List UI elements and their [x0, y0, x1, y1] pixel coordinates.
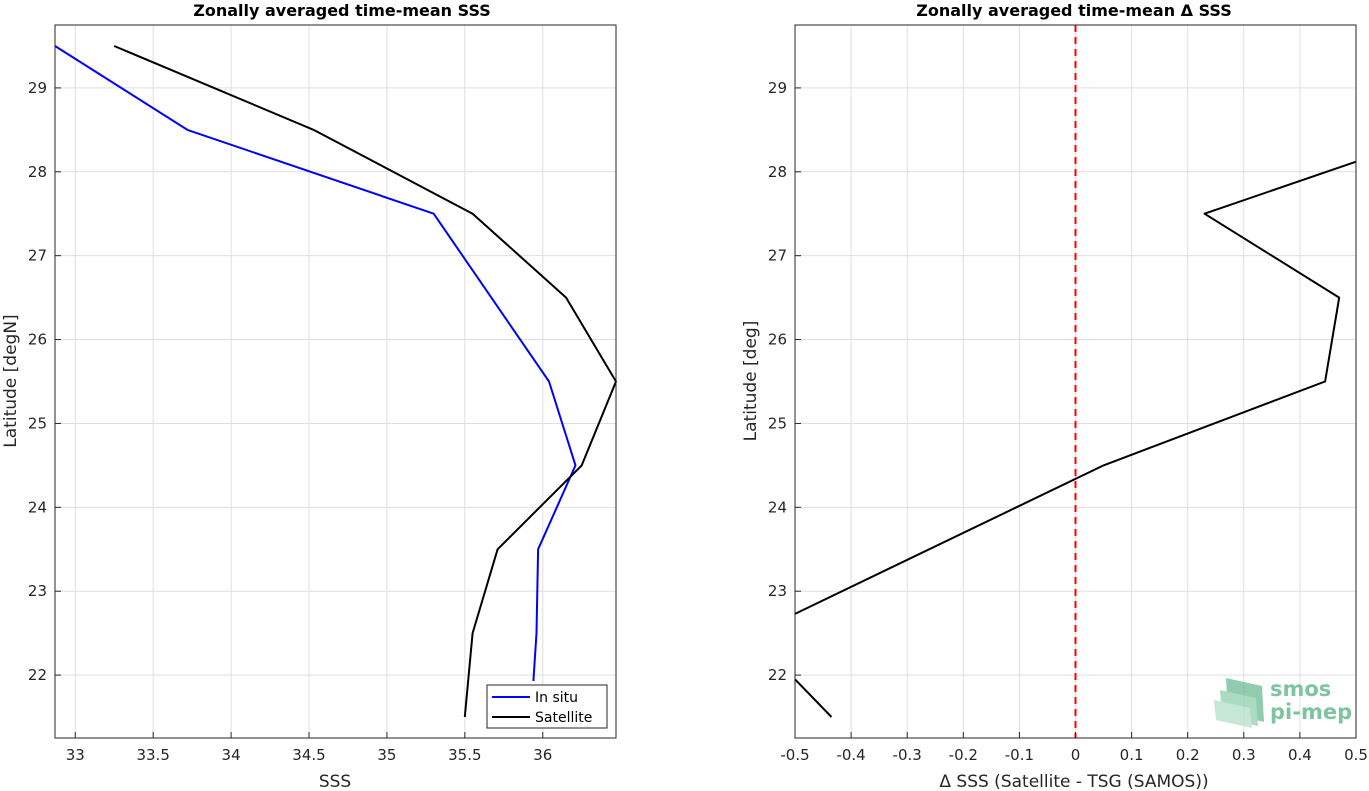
x-axis-label: SSS: [319, 772, 351, 791]
y-tick-label: 23: [768, 582, 787, 600]
y-tick-label: 22: [28, 666, 47, 684]
series-line-satellite: [113, 45, 617, 718]
plot-frame: [54, 24, 617, 739]
x-tick-label: 36: [533, 746, 552, 764]
x-tick-label: 0.1: [1120, 746, 1144, 764]
y-tick-label: 28: [768, 163, 787, 181]
x-tick-label: 0.5: [1344, 746, 1368, 764]
x-tick-label: -0.1: [1005, 746, 1034, 764]
y-tick-label: 24: [768, 498, 787, 516]
x-tick-label: 0.3: [1232, 746, 1256, 764]
series-line-0: [794, 160, 1357, 615]
y-tick-label: 29: [768, 79, 787, 97]
y-tick-label: 26: [28, 331, 47, 349]
series-lines: [54, 45, 617, 718]
series-lines: [794, 160, 1357, 718]
y-tick-label: 29: [28, 79, 47, 97]
panel-delta-sss: Zonally averaged time-mean Δ SSS -0.5 -0.…: [741, 1, 1368, 791]
panel-sss: Zonally averaged time-mean SSS 33 33.5 34 3…: [1, 1, 617, 791]
x-tick-label: 33.5: [136, 746, 169, 764]
y-tick-label: 25: [768, 414, 787, 432]
series-line-in-situ: [54, 45, 577, 682]
y-tick-label: 28: [28, 163, 47, 181]
legend-label-satellite: Satellite: [535, 710, 592, 726]
x-tick-label: -0.4: [836, 746, 865, 764]
y-tick-label: 25: [28, 414, 47, 432]
y-tick-label: 23: [28, 582, 47, 600]
x-tick-label: 34: [222, 746, 241, 764]
y-tick-label: 26: [768, 331, 787, 349]
x-tick-label: 35: [377, 746, 396, 764]
series-line-0: [794, 678, 833, 718]
logo-line-1: smos: [1270, 677, 1331, 701]
chart-title: Zonally averaged time-mean SSS: [193, 1, 491, 20]
grid: [55, 25, 616, 738]
x-tick-label: 0.4: [1288, 746, 1312, 764]
x-tick-label: 34.5: [292, 746, 325, 764]
tick-labels: -0.5 -0.4 -0.3 -0.2 -0.1 0 0.1 0.2 0.3 0.4 0.5 22 23…: [768, 79, 1368, 764]
legend[interactable]: In situ Satellite: [486, 684, 608, 729]
y-tick-label: 27: [768, 247, 787, 265]
x-tick-label: -0.5: [780, 746, 809, 764]
smos-pi-mep-logo: smos pi-mep: [1214, 677, 1352, 728]
y-axis-label: Latitude [deg]: [741, 321, 761, 442]
x-tick-label: -0.3: [893, 746, 922, 764]
x-tick-label: 0.2: [1176, 746, 1200, 764]
legend-label-in-situ: In situ: [535, 690, 578, 706]
chart-title: Zonally averaged time-mean Δ SSS: [916, 1, 1232, 20]
x-tick-label: 0: [1071, 746, 1081, 764]
y-tick-label: 22: [768, 666, 787, 684]
tick-labels: 33 33.5 34 34.5 35 35.5 36 22 23 24 25 26 27 28 29: [28, 79, 552, 764]
y-axis-label: Latitude [degN]: [1, 314, 21, 447]
y-tick-label: 27: [28, 247, 47, 265]
legend-box: [486, 684, 608, 729]
x-axis-label: Δ SSS (Satellite - TSG (SAMOS)): [939, 772, 1208, 791]
y-tick-label: 24: [28, 498, 47, 516]
x-tick-label: 35.5: [448, 746, 481, 764]
x-tick-label: 33: [66, 746, 85, 764]
x-tick-label: -0.2: [949, 746, 978, 764]
logo-graphic-icon: [1214, 678, 1264, 728]
logo-line-2: pi-mep: [1270, 700, 1352, 724]
